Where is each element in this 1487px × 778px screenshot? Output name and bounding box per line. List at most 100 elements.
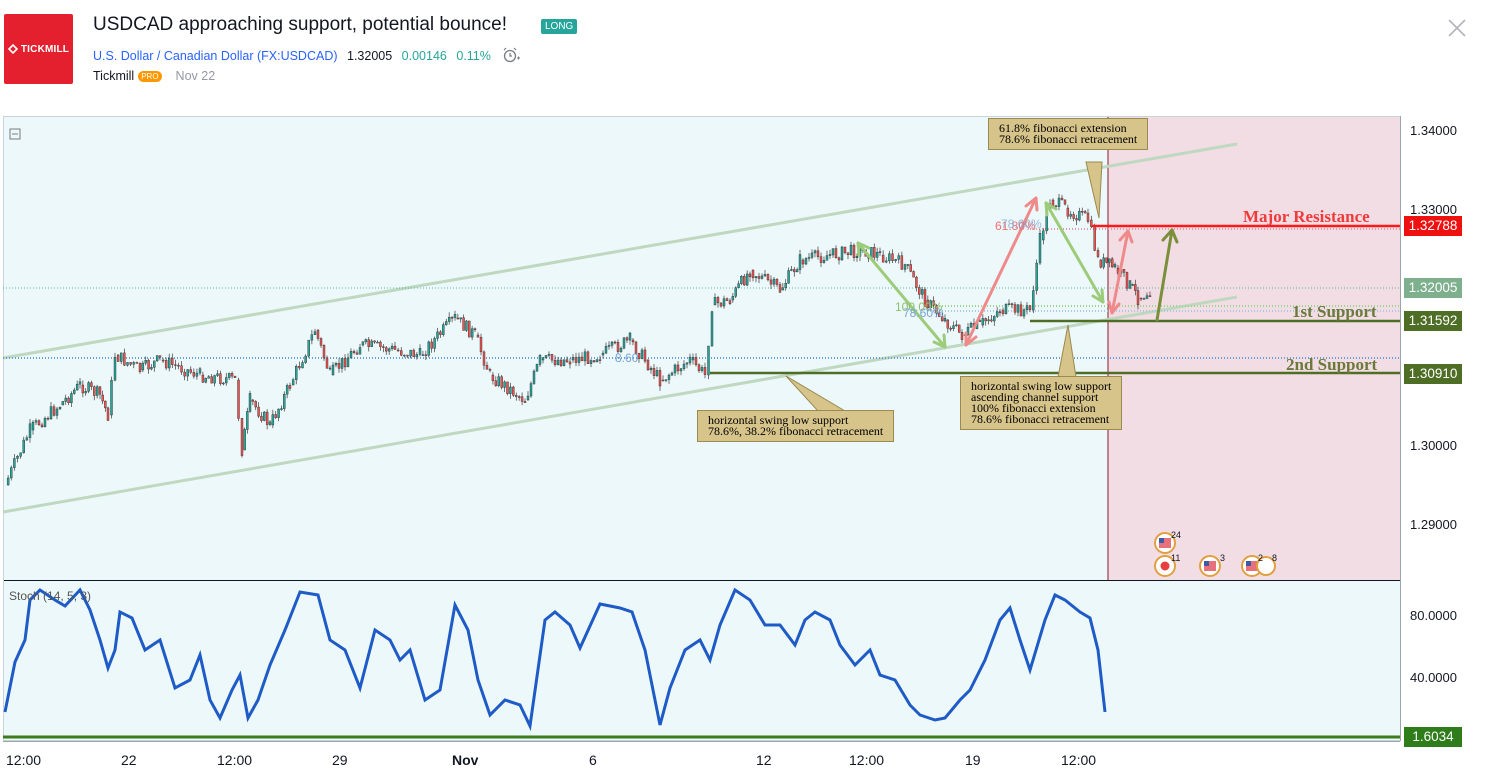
candle-body xyxy=(529,383,533,397)
price-tick-4: 1.29000 xyxy=(1410,517,1457,532)
candle-body xyxy=(610,341,614,346)
candle-body xyxy=(40,424,44,427)
candle-body xyxy=(716,297,720,304)
collapse-icon[interactable] xyxy=(9,128,21,140)
candle-body xyxy=(577,356,581,363)
candle-body xyxy=(801,259,805,265)
candle-body xyxy=(613,341,617,344)
candle-body xyxy=(1032,290,1035,311)
candle-body xyxy=(37,420,41,426)
candle-body xyxy=(1086,212,1090,222)
candle-body xyxy=(766,274,770,281)
candle-body xyxy=(710,311,714,347)
candle-body xyxy=(225,377,228,384)
candle-body xyxy=(885,260,888,263)
candle-body xyxy=(1142,298,1146,300)
candle-body xyxy=(1110,258,1114,268)
us-flag-stripes xyxy=(1159,538,1171,548)
us-flag-canton-2 xyxy=(1204,561,1209,566)
candle-body xyxy=(358,347,362,355)
candle-body xyxy=(760,275,764,279)
annotation-middle-right[interactable]: horizontal swing low support ascending c… xyxy=(960,376,1123,430)
candle-body xyxy=(837,257,841,261)
candle-body xyxy=(1066,207,1070,217)
stoch-pane-bg xyxy=(3,581,1400,741)
candle-body xyxy=(1081,210,1084,213)
stoch-tick-2: 40.0000 xyxy=(1410,670,1457,685)
candle-body xyxy=(574,357,578,363)
ca-flag-leaf xyxy=(1160,561,1170,571)
annotation-middle-left[interactable]: horizontal swing low support 78.6%, 38.2… xyxy=(697,410,895,442)
candle-body xyxy=(918,287,921,295)
candle-body xyxy=(1013,304,1017,313)
candle-body xyxy=(707,345,710,376)
time-tick-10: 12:00 xyxy=(1061,752,1097,768)
candle-body xyxy=(192,372,196,377)
symbol-link[interactable]: U.S. Dollar / Canadian Dollar (FX:USDCAD… xyxy=(93,49,338,63)
candle-body xyxy=(459,317,462,320)
candle-body xyxy=(949,328,952,330)
candle-body xyxy=(550,354,554,361)
candle-body xyxy=(55,408,59,416)
candle-body xyxy=(798,254,802,270)
alarm-clock-icon[interactable] xyxy=(502,47,521,66)
candle-body xyxy=(285,385,289,395)
candle-body xyxy=(1057,197,1061,207)
candle-body xyxy=(852,244,856,258)
price-tag-current: 1.32005 xyxy=(1404,278,1462,298)
candle-body xyxy=(888,253,891,262)
candle-body xyxy=(658,370,662,387)
candle-body xyxy=(1090,219,1093,227)
candle-body xyxy=(697,364,701,371)
candle-body xyxy=(186,369,189,377)
candle-body xyxy=(376,341,379,344)
candle-body xyxy=(400,350,403,356)
candle-body xyxy=(52,406,56,416)
time-tick-1: 12:00 xyxy=(6,752,42,768)
annotation-pointer-middle-left xyxy=(785,375,847,412)
candle-body xyxy=(906,264,910,266)
candle-body xyxy=(526,395,530,401)
candle-body xyxy=(873,247,876,258)
candle-body xyxy=(424,354,428,356)
close-icon[interactable] xyxy=(1444,15,1470,41)
candle-body xyxy=(331,364,335,376)
candle-body xyxy=(957,324,961,333)
candle-body xyxy=(213,375,216,384)
candle-body xyxy=(598,359,602,361)
publish-date: Nov 22 xyxy=(175,69,216,83)
candle-body xyxy=(49,406,53,420)
candle-body xyxy=(622,337,626,349)
candle-body xyxy=(691,357,695,361)
candle-body xyxy=(673,364,677,374)
candle-body xyxy=(682,363,686,369)
candle-body xyxy=(346,357,350,368)
candle-body xyxy=(891,253,894,261)
red-arrow-up-1-head-b xyxy=(964,331,978,347)
candle-body xyxy=(1025,305,1029,310)
author-name[interactable]: Tickmill xyxy=(93,69,135,83)
red-arrow-up-1-head-a xyxy=(1024,196,1039,212)
candle-body xyxy=(1075,218,1078,221)
candle-body xyxy=(987,319,990,322)
stoch-indicator-label[interactable]: Stoch (14, 5, 3) xyxy=(9,589,92,603)
candle-body xyxy=(164,360,168,369)
candle-body xyxy=(676,364,680,372)
us-flag-stripes-2 xyxy=(1204,561,1216,571)
fib-label-b: 78.60% xyxy=(1001,217,1042,231)
candle-body xyxy=(280,408,283,410)
candle-body xyxy=(813,250,817,254)
candle-body xyxy=(920,289,924,295)
candle-body xyxy=(473,328,477,330)
candle-body xyxy=(825,255,829,261)
us-flag-event-icon-2[interactable] xyxy=(1199,555,1221,577)
candle-body xyxy=(93,386,96,396)
candle-body xyxy=(881,254,885,263)
candle-body xyxy=(631,339,635,343)
candle-body xyxy=(237,379,240,419)
candle-body xyxy=(990,319,993,322)
candle-body xyxy=(725,298,729,301)
candle-body xyxy=(482,351,486,366)
annotation-top[interactable]: 61.8% fibonacci extension 78.6% fibonacc… xyxy=(988,118,1149,150)
